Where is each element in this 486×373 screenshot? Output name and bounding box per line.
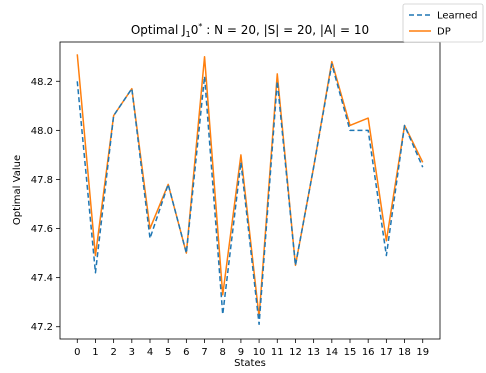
y-tick-label: 47.2 — [31, 322, 53, 333]
y-tick-label: 47.8 — [31, 175, 53, 186]
x-tick-label: 13 — [307, 347, 320, 358]
series-line-learned — [76, 63, 424, 326]
y-tick-label: 47.4 — [31, 273, 53, 284]
x-tick-label: 12 — [289, 347, 302, 358]
x-tick-label: 10 — [253, 347, 266, 358]
x-tick-label: 9 — [238, 347, 244, 358]
x-axis: 0 1 2 3 4 5 6 7 8 9 10 11 12 13 14 15 16 17 18 19 — [74, 339, 429, 358]
y-tick-label: 47.6 — [31, 224, 53, 235]
legend-box — [402, 3, 484, 43]
series-layer — [76, 54, 424, 326]
x-tick-label: 0 — [74, 347, 80, 358]
x-tick-label: 15 — [344, 347, 357, 358]
chart-title-superscript: * — [198, 22, 202, 31]
chart-title-subscript: 1 — [186, 30, 191, 39]
x-tick-label: 19 — [416, 347, 429, 358]
x-tick-label: 3 — [129, 347, 135, 358]
legend-label-dp: DP — [437, 27, 451, 38]
chart-title: Optimal J10* : N = 20, |S| = 20, |A| = 1… — [131, 22, 369, 39]
x-tick-label: 18 — [398, 347, 411, 358]
chart-title-mid: 0 — [191, 23, 199, 37]
x-tick-label: 6 — [183, 347, 189, 358]
x-tick-label: 17 — [380, 347, 393, 358]
x-tick-label: 11 — [271, 347, 284, 358]
y-axis: 47.2 47.4 47.6 47.8 48.0 48.2 — [31, 77, 60, 333]
x-tick-label: 7 — [201, 347, 207, 358]
y-tick-label: 48.2 — [31, 77, 53, 88]
y-tick-label: 48.0 — [31, 126, 53, 137]
x-tick-label: 2 — [110, 347, 116, 358]
plot-area — [59, 41, 441, 340]
x-tick-label: 4 — [147, 347, 153, 358]
x-tick-label: 16 — [362, 347, 375, 358]
y-axis-label: Optimal Value — [12, 155, 23, 225]
legend-label-learned: Learned — [437, 11, 477, 22]
x-tick-label: 1 — [92, 347, 98, 358]
legend: Learned DP — [402, 3, 484, 43]
chart-title-main: Optimal J — [131, 23, 186, 37]
x-tick-label: 8 — [220, 347, 226, 358]
series-line-dp — [76, 54, 424, 318]
x-tick-label: 14 — [325, 347, 338, 358]
chart-title-rest: : N = 20, |S| = 20, |A| = 10 — [202, 23, 369, 37]
x-tick-label: 5 — [165, 347, 171, 358]
x-axis-label: States — [234, 358, 266, 369]
